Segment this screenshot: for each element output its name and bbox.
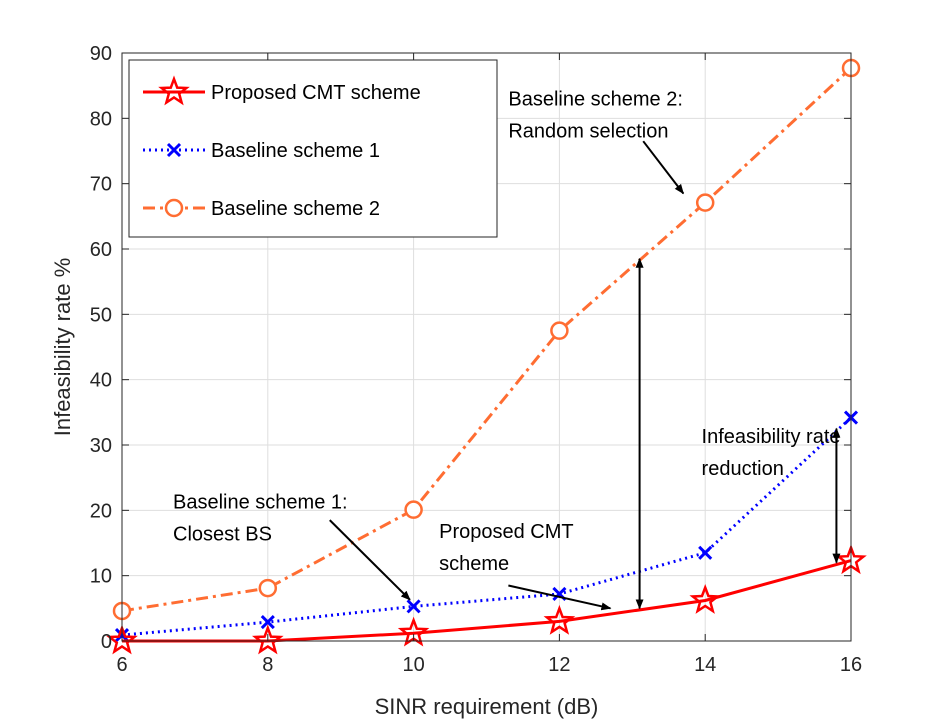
annot-baseline2: Baseline scheme 2: Random selection <box>508 88 685 195</box>
y-axis-label: Infeasibility rate % <box>50 258 75 437</box>
annotation-text: Closest BS <box>173 523 272 545</box>
annotation-arrow <box>642 140 685 195</box>
data-point-circle <box>258 578 278 598</box>
x-tick-label: 6 <box>116 654 127 676</box>
x-tick-label: 14 <box>694 654 716 676</box>
annotation-text: Infeasibility rate <box>702 426 841 448</box>
annotation-arrow <box>329 519 411 601</box>
x-tick-label: 16 <box>840 654 862 676</box>
y-tick-label: 70 <box>90 174 112 196</box>
data-point-star <box>543 604 576 635</box>
annotation-text: Proposed CMT <box>439 521 574 543</box>
annotation-text: reduction <box>702 458 784 480</box>
data-point-circle <box>550 321 569 340</box>
annot-reduction: Infeasibility rate reduction <box>702 426 841 480</box>
y-tick-label: 80 <box>90 108 112 130</box>
annot-proposed: Proposed CMT scheme <box>439 521 612 611</box>
plot-frame <box>121 52 852 642</box>
y-tick-label: 60 <box>90 239 112 261</box>
data-point-x <box>406 599 421 614</box>
data-point-x <box>260 614 275 630</box>
x-tick-label: 12 <box>548 654 570 676</box>
y-tick-label: 20 <box>90 500 112 522</box>
data-point-star <box>251 624 284 655</box>
data-point-circle <box>164 198 184 218</box>
legend: Proposed CMT scheme Baseline scheme 1 Base… <box>128 59 498 238</box>
legend-label: Baseline scheme 1 <box>211 140 380 162</box>
data-point-circle <box>695 193 715 212</box>
series-line <box>121 66 853 613</box>
annotation-text: Random selection <box>508 120 668 142</box>
y-tick-label: 10 <box>90 566 112 588</box>
legend-entry: Proposed CMT scheme <box>143 75 421 106</box>
data-point-circle <box>404 500 423 519</box>
x-tick-label: 10 <box>402 654 424 676</box>
axes: 6 8 10 12 14 16 0 10 20 30 40 50 60 70 80 90 <box>90 43 862 676</box>
annotation-arrow <box>508 584 612 611</box>
data-point-star <box>158 75 190 106</box>
y-tick-label: 40 <box>90 370 112 392</box>
legend-entry: Baseline scheme 1 <box>143 140 380 162</box>
annotations: Baseline scheme 2:Random selectionBaseli… <box>173 88 841 611</box>
y-tick-label: 50 <box>90 304 112 326</box>
annot-baseline1: Baseline scheme 1: Closest BS <box>173 491 411 601</box>
legend-box <box>128 59 498 238</box>
data-point-star <box>106 624 138 655</box>
legend-entry: Baseline scheme 2 <box>143 198 380 220</box>
data-point-x <box>166 142 182 158</box>
data-point-x <box>698 545 713 560</box>
x-axis-label: SINR requirement (dB) <box>375 694 599 719</box>
annotation-text: Baseline scheme 1: <box>173 491 348 513</box>
series-line <box>121 416 853 637</box>
y-tick-label: 0 <box>101 631 112 653</box>
x-tick-label: 8 <box>262 654 273 676</box>
data-point-star <box>689 583 721 614</box>
y-tick-label: 30 <box>90 435 112 457</box>
legend-label: Baseline scheme 2 <box>211 198 380 220</box>
series-baseline-scheme-1 <box>114 410 859 643</box>
legend-label: Proposed CMT scheme <box>211 82 421 104</box>
annotation-text: scheme <box>439 553 509 575</box>
annotation-text: Baseline scheme 2: <box>508 88 683 110</box>
y-tick-label: 90 <box>90 43 112 65</box>
